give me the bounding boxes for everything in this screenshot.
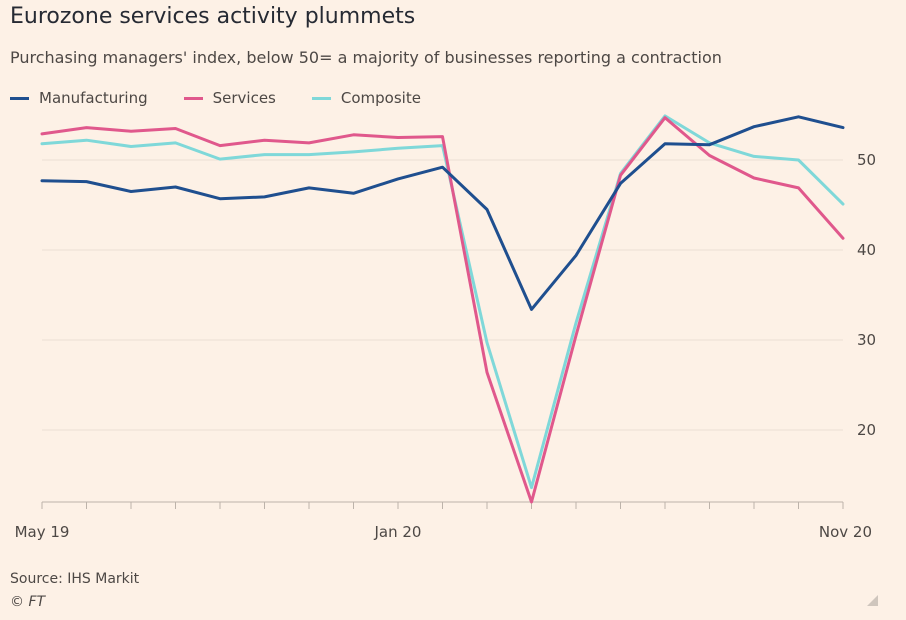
y-tick-labels: 20 30 40 50	[857, 151, 876, 439]
legend-label-composite: Composite	[340, 89, 421, 107]
x-axis	[41, 501, 844, 509]
legend: Manufacturing Services Composite	[10, 87, 457, 109]
chart-title: Eurozone services activity plummets	[10, 4, 416, 29]
legend-item-manufacturing: Manufacturing	[10, 89, 148, 107]
legend-item-services: Services	[183, 89, 276, 107]
legend-swatch-composite	[311, 96, 331, 100]
series-line-composite	[40, 114, 845, 490]
y-gridlines	[42, 159, 843, 431]
resize-handle-icon	[867, 595, 878, 606]
x-tick-label: May 19	[15, 523, 70, 541]
series-lines	[40, 114, 845, 504]
legend-label-manufacturing: Manufacturing	[39, 89, 148, 107]
series-line-manufacturing	[40, 115, 845, 311]
chart-subtitle: Purchasing managers' index, below 50= a …	[10, 48, 722, 67]
series-line-services	[40, 116, 845, 504]
y-tick-label-30: 30	[857, 331, 876, 349]
source-note: Source: IHS Markit	[10, 571, 140, 587]
y-tick-label-20: 20	[857, 421, 876, 439]
legend-swatch-manufacturing	[10, 96, 29, 100]
legend-swatch-services	[183, 96, 203, 100]
legend-item-composite: Composite	[311, 89, 421, 107]
ft-credit: © FT	[10, 594, 46, 610]
y-tick-label-50: 50	[857, 151, 876, 169]
y-tick-label-40: 40	[857, 241, 876, 259]
x-tick-labels: May 19 Jan 20 Nov 20	[15, 523, 872, 541]
legend-label-services: Services	[212, 89, 276, 107]
x-tick-label: Nov 20	[819, 523, 872, 541]
x-tick-label: Jan 20	[374, 523, 422, 541]
